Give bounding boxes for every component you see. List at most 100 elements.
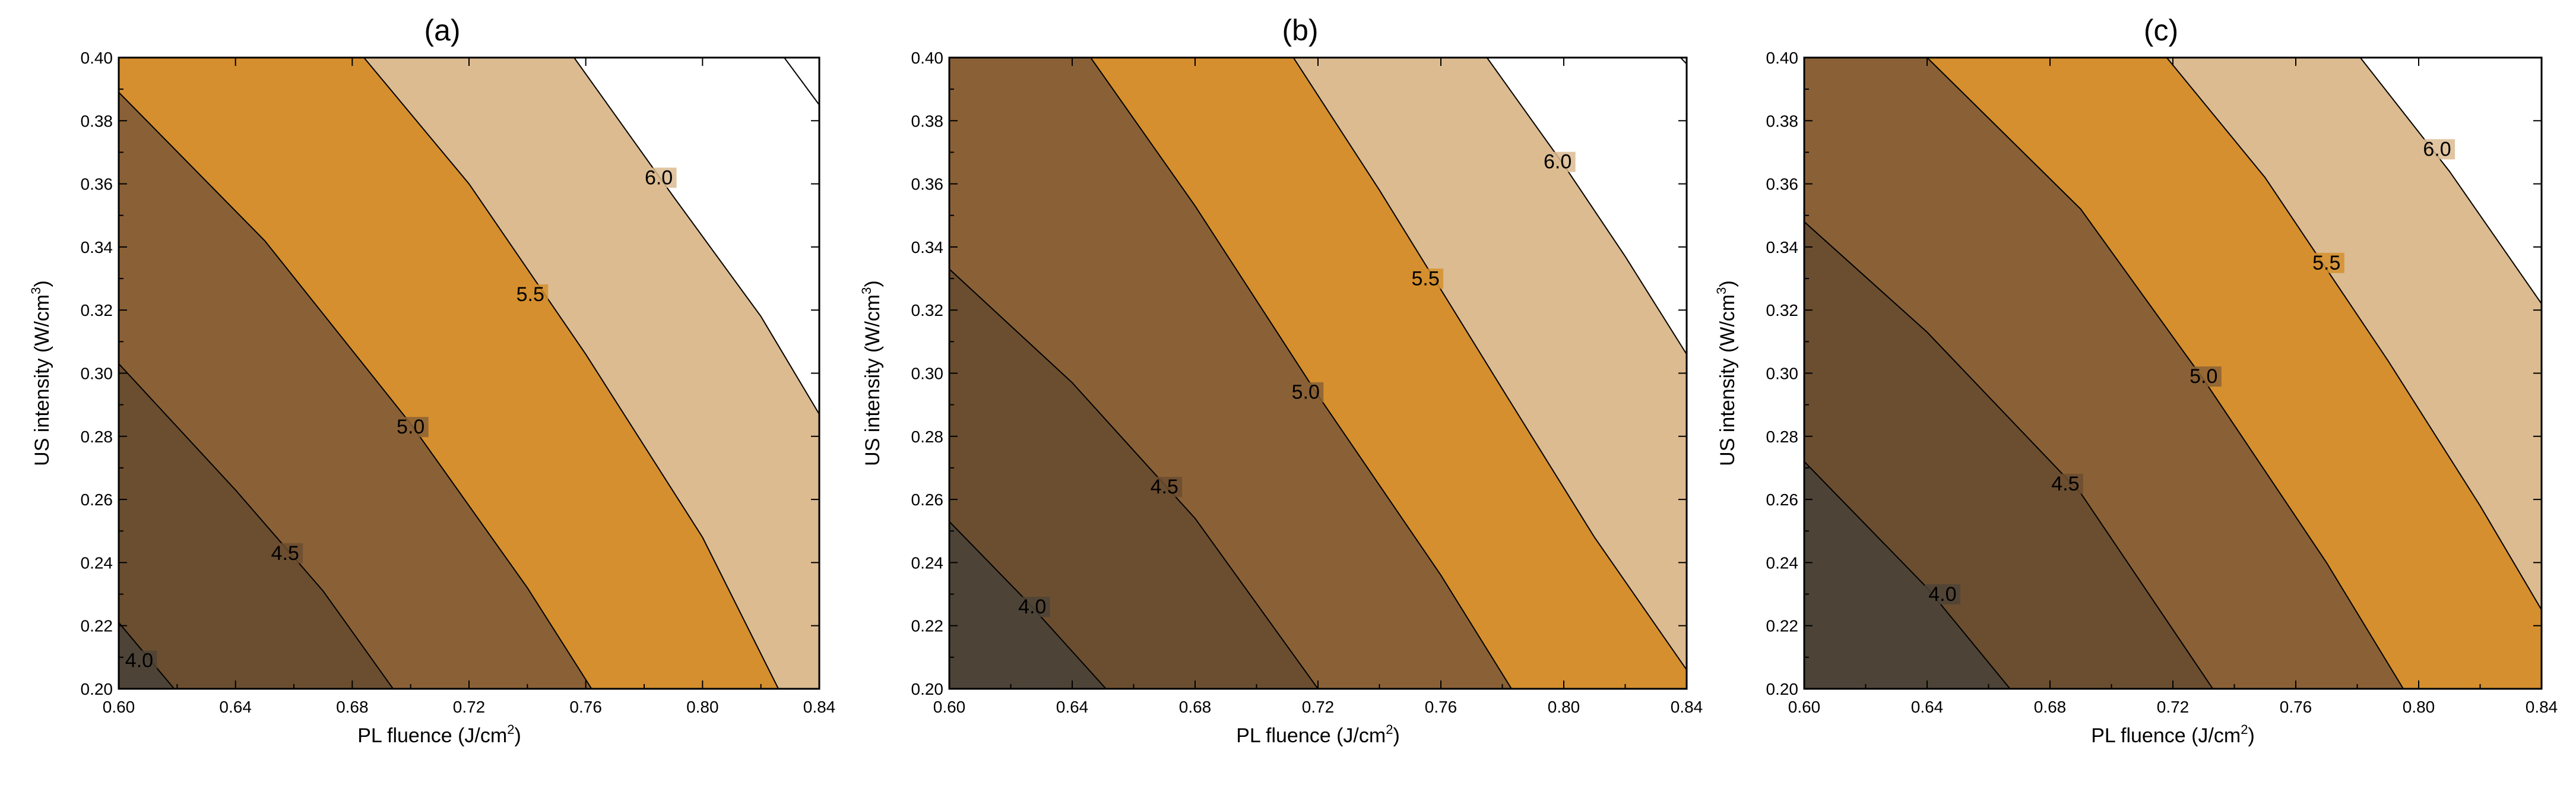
y-tick-label: 0.36: [911, 175, 944, 194]
contour-line: [1486, 58, 1687, 355]
y-tick-label: 0.26: [81, 490, 113, 509]
contour-label-background: [392, 417, 429, 438]
y-axis-title: US intensity (W/cm3): [859, 280, 884, 466]
y-tick-label: 0.36: [81, 175, 113, 194]
contour-label: 5.5: [517, 283, 544, 306]
contour-line: [2166, 58, 2542, 610]
y-tick-label: 0.26: [911, 490, 944, 509]
contour-label-background: [2419, 139, 2455, 160]
y-tick-label: 0.40: [1766, 49, 1799, 67]
contour-line: [1680, 58, 1687, 65]
contour-line: [784, 58, 819, 106]
contour-label-background: [1408, 268, 1444, 289]
y-tick-label: 0.20: [1766, 680, 1799, 698]
contour-label-background: [1288, 382, 1324, 403]
y-tick-label: 0.32: [1766, 301, 1799, 319]
contour-fill: [1487, 58, 1687, 354]
contour-label-background: [2047, 473, 2083, 494]
y-tick-label: 0.40: [81, 49, 113, 67]
contour-label: 4.5: [1151, 476, 1178, 498]
contour-label: 5.5: [1411, 267, 1439, 290]
contour-label-background: [2308, 252, 2344, 273]
contour-label-background: [2185, 366, 2222, 387]
x-tick-label: 0.72: [2157, 698, 2190, 716]
contour-label-background: [1146, 477, 1183, 498]
contour-label: 4.5: [2051, 473, 2079, 495]
y-tick-label: 0.32: [911, 301, 944, 319]
x-tick-label: 0.80: [1548, 698, 1580, 716]
contour-label-background: [1924, 584, 1960, 604]
y-axis-title: US intensity (W/cm3): [1714, 280, 1739, 466]
y-tick-label: 0.30: [1766, 365, 1799, 383]
contour-label: 4.0: [1018, 596, 1046, 618]
contour-label-background: [641, 167, 677, 188]
contour-panel: 4.0 4.5 5.0 5.5 6.0 0.60 0.64 0.68 0.72 0.76 0.80 0…: [28, 14, 835, 747]
contour-line: [1804, 221, 2214, 689]
x-tick-label: 0.84: [1671, 698, 1703, 716]
x-tick-label: 0.64: [219, 698, 252, 716]
x-tick-label: 0.76: [2280, 698, 2312, 716]
y-tick-label: 0.22: [911, 617, 944, 635]
contour-label: 6.0: [1544, 151, 1571, 173]
x-axis-title: PL fluence (J/cm2): [2091, 722, 2255, 747]
y-tick-label: 0.28: [81, 428, 113, 446]
x-tick-label: 0.72: [1302, 698, 1335, 716]
panel-title: (c): [2144, 14, 2178, 47]
contour-label: 4.0: [125, 649, 153, 672]
contour-label: 6.0: [645, 166, 673, 189]
x-tick-label: 0.76: [1425, 698, 1457, 716]
x-tick-label: 0.64: [1056, 698, 1089, 716]
x-axis-title: PL fluence (J/cm2): [357, 722, 521, 747]
y-tick-label: 0.30: [81, 365, 113, 383]
contour-fill: [574, 58, 819, 414]
x-tick-label: 0.80: [2403, 698, 2435, 716]
y-tick-label: 0.38: [81, 112, 113, 130]
y-tick-label: 0.38: [911, 112, 944, 130]
plot-area: 4.0 4.5 5.0 5.5 6.0: [1804, 58, 2542, 689]
x-tick-label: 0.60: [1788, 698, 1821, 716]
y-tick-label: 0.22: [1766, 617, 1799, 635]
y-tick-label: 0.26: [1766, 490, 1799, 509]
y-tick-label: 0.34: [911, 238, 944, 257]
x-tick-label: 0.80: [686, 698, 719, 716]
contour-label-background: [121, 650, 157, 671]
x-tick-label: 0.60: [103, 698, 135, 716]
y-tick-label: 0.32: [81, 301, 113, 319]
y-tick-label: 0.24: [911, 553, 944, 572]
contour-line: [573, 58, 819, 415]
panel-title: (b): [1282, 14, 1318, 47]
contour-line: [1292, 58, 1687, 670]
y-tick-label: 0.24: [81, 553, 113, 572]
y-tick-label: 0.24: [1766, 553, 1799, 572]
plot-area: 4.0 4.5 5.0 5.5 6.0: [119, 58, 819, 689]
y-tick-label: 0.34: [81, 238, 113, 257]
y-tick-label: 0.30: [911, 365, 944, 383]
y-tick-label: 0.28: [1766, 428, 1799, 446]
x-tick-label: 0.68: [336, 698, 369, 716]
x-tick-label: 0.68: [2034, 698, 2067, 716]
y-tick-label: 0.20: [911, 680, 944, 698]
contour-label: 4.5: [271, 542, 299, 565]
contour-panel: 4.0 4.5 5.0 5.5 6.0 0.60 0.64 0.68 0.72 0.76 0.80 0…: [859, 14, 1703, 747]
y-tick-label: 0.34: [1766, 238, 1799, 257]
contour-label: 5.0: [2190, 365, 2217, 388]
y-tick-label: 0.38: [1766, 112, 1799, 130]
y-tick-label: 0.36: [1766, 175, 1799, 194]
contour-label-background: [1014, 597, 1050, 618]
contour-label-background: [512, 284, 549, 305]
panel-title: (a): [424, 14, 460, 47]
x-tick-label: 0.76: [569, 698, 602, 716]
contour-label: 6.0: [2423, 138, 2451, 160]
contour-fill: [2166, 58, 2542, 610]
y-tick-label: 0.40: [911, 49, 944, 67]
y-tick-label: 0.28: [911, 428, 944, 446]
x-axis-title: PL fluence (J/cm2): [1236, 722, 1400, 747]
contour-fill: [1293, 58, 1687, 670]
x-tick-label: 0.64: [1911, 698, 1944, 716]
contour-line: [119, 363, 394, 689]
contour-line: [2359, 58, 2542, 305]
y-tick-label: 0.20: [81, 680, 113, 698]
x-tick-label: 0.68: [1179, 698, 1212, 716]
contour-label: 5.5: [2312, 252, 2340, 274]
